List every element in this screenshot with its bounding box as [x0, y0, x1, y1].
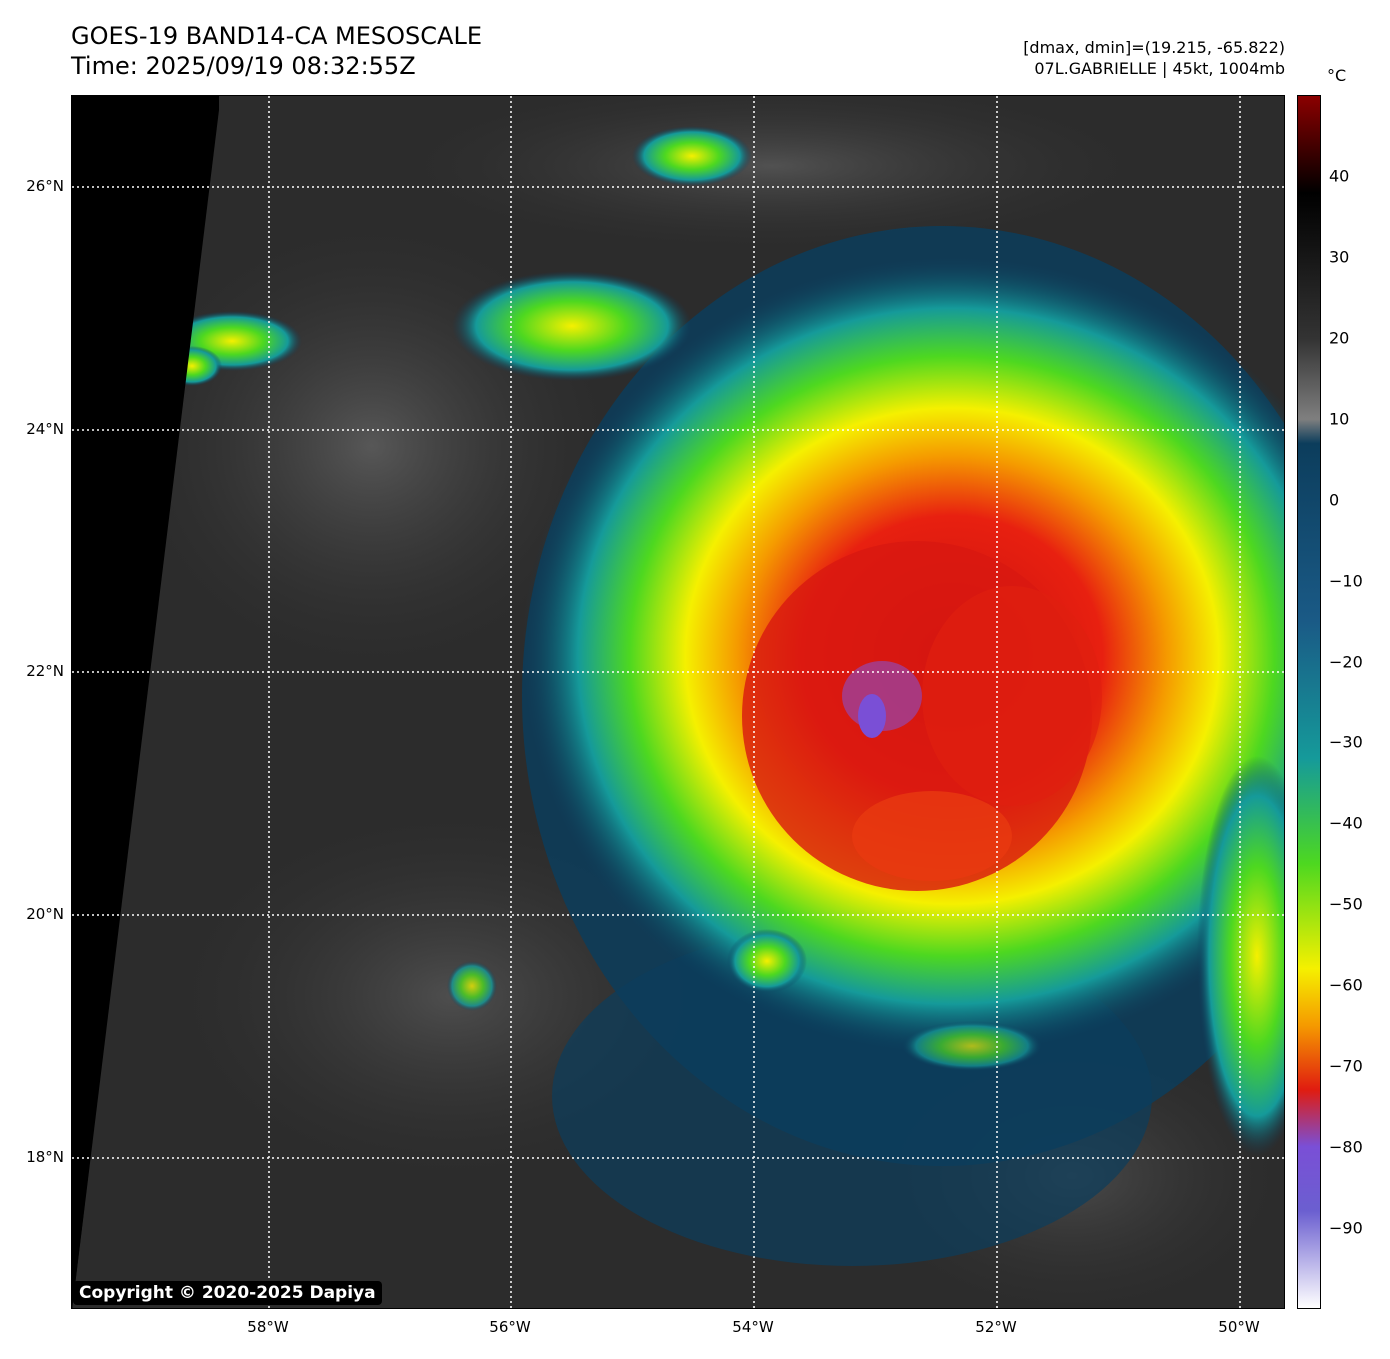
gridlines: [72, 96, 1284, 1308]
colorbar-tick-label: −80: [1329, 1137, 1363, 1157]
lon-tick: 52°W: [975, 1318, 1017, 1336]
map-title: GOES-19 BAND14-CA MESOSCALE: [71, 22, 482, 50]
colorbar-tick-label: −90: [1329, 1218, 1363, 1238]
colorbar-tick-label: −50: [1329, 894, 1363, 914]
colorbar-tick-label: 10: [1329, 409, 1350, 429]
lat-tick: 26°N: [26, 177, 64, 195]
colorbar-unit: °C: [1327, 66, 1347, 85]
colorbar-tick-label: 40: [1329, 166, 1350, 186]
colorbar-tick-label: −30: [1329, 732, 1363, 752]
storm-info: 07L.GABRIELLE | 45kt, 1004mb: [1034, 59, 1285, 78]
lon-tick: 58°W: [247, 1318, 289, 1336]
satellite-map: [71, 95, 1285, 1309]
colorbar-tick-label: −40: [1329, 813, 1363, 833]
lon-tick: 50°W: [1218, 1318, 1260, 1336]
lat-tick: 22°N: [26, 662, 64, 680]
lon-tick: 54°W: [732, 1318, 774, 1336]
satellite-imagery: [72, 96, 1284, 1308]
lat-tick: 24°N: [26, 420, 64, 438]
colorbar-tick-label: −10: [1329, 571, 1363, 591]
colorbar-tick-label: 30: [1329, 247, 1350, 267]
copyright-badge: Copyright © 2020-2025 Dapiya: [73, 1281, 382, 1305]
lon-tick: 56°W: [489, 1318, 531, 1336]
colorbar-tick-label: 20: [1329, 328, 1350, 348]
map-time: Time: 2025/09/19 08:32:55Z: [71, 52, 416, 80]
colorbar-tick-label: −60: [1329, 975, 1363, 995]
dmax-dmin-readout: [dmax, dmin]=(19.215, -65.822): [1023, 38, 1285, 57]
colorbar-tick-label: −70: [1329, 1056, 1363, 1076]
lat-tick: 20°N: [26, 905, 64, 923]
colorbar-tick-label: −20: [1329, 652, 1363, 672]
colorbar-tick-label: 0: [1329, 490, 1340, 510]
colorbar: [1297, 95, 1321, 1309]
lat-tick: 18°N: [26, 1148, 64, 1166]
